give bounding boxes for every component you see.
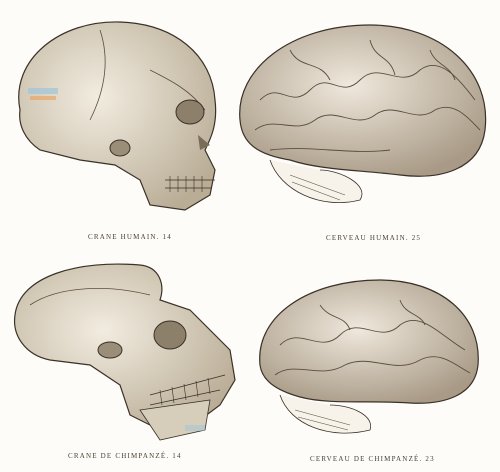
human-brain-drawing	[239, 24, 487, 203]
chimp-brain-figure: Cerveau de Chimpanzé. 23	[250, 265, 500, 465]
human-brain-caption: Cerveau humain. 25	[326, 234, 422, 242]
human-brain-figure: Cerveau humain. 25	[230, 10, 500, 242]
human-skull-figure: Crane humain. 14	[0, 0, 240, 241]
chimp-brain-caption: Cerveau de Chimpanzé. 23	[310, 455, 435, 463]
chimp-skull-figure: Crane de Chimpanzé. 14	[0, 255, 250, 465]
chimp-skull-caption: Crane de Chimpanzé. 14	[68, 452, 182, 460]
human-skull-caption: Crane humain. 14	[88, 233, 172, 241]
chimp-skull-drawing	[13, 263, 236, 441]
chimp-brain-drawing	[259, 279, 479, 434]
human-skull-drawing	[18, 21, 217, 211]
